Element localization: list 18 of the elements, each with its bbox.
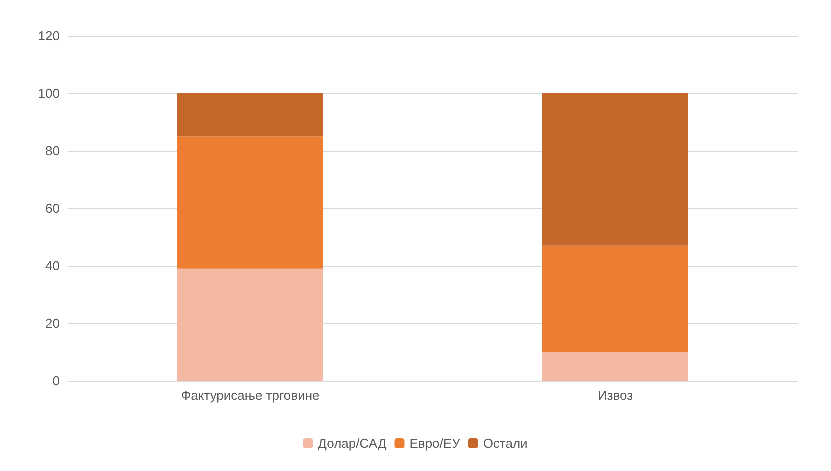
bar [542,352,688,381]
legend-label: Долар/САД [318,436,387,451]
y-tick-label: 80 [46,144,60,158]
y-tick-label: 120 [38,28,60,44]
bar [542,94,688,246]
y-tick-label: 20 [46,316,60,331]
legend-label: Евро/ЕУ [410,436,462,451]
bar [542,246,688,352]
bar [178,136,324,269]
bar [178,94,324,137]
x-tick-label: Фактурисање трговине [181,388,320,403]
y-tick-label: 40 [46,258,60,274]
y-tick-label: 100 [38,86,60,101]
y-tick-label: 60 [46,201,60,216]
bar [178,268,324,381]
x-tick-label: Извоз [598,388,634,403]
legend-label: Остали [483,436,528,451]
y-tick-label: 0 [52,374,60,388]
